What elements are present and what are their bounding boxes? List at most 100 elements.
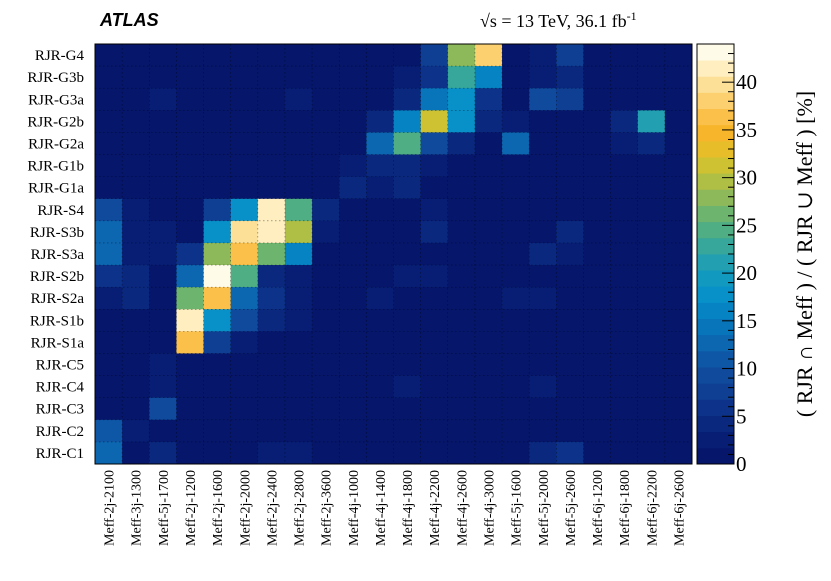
colorbar-tick-label: 35 — [736, 118, 757, 142]
colorbar-band — [697, 92, 734, 110]
heatmap-cell — [502, 66, 530, 89]
y-tick-label: RJR-G1b — [27, 159, 84, 175]
heatmap-cell — [366, 154, 394, 178]
heatmap-cell — [312, 331, 340, 354]
heatmap-cell — [366, 176, 394, 200]
heatmap-cell — [447, 66, 476, 89]
heatmap-cell — [149, 110, 177, 133]
heatmap-cell — [339, 353, 367, 376]
heatmap-cell — [230, 110, 259, 133]
heatmap-cell — [393, 287, 422, 310]
heatmap-cell — [474, 419, 503, 443]
y-tick-label: RJR-S4 — [37, 203, 84, 219]
colorbar-ticks: 0 5 10 15 20 25 30 35 40 — [722, 43, 757, 476]
colorbar-band — [697, 108, 734, 126]
heatmap-cell — [610, 265, 639, 288]
heatmap-cell — [664, 309, 693, 332]
heatmap-cell — [420, 397, 449, 421]
heatmap-cell — [393, 309, 422, 332]
heatmap-cell — [393, 331, 422, 354]
heatmap-cell — [366, 265, 394, 288]
heatmap-cell — [95, 375, 123, 399]
y-tick-label: RJR-G3b — [27, 70, 84, 86]
x-tick-label: Meff-4j-1000 — [347, 470, 362, 546]
heatmap-cell — [230, 309, 259, 332]
x-tick-label: Meff-5j-1700 — [157, 470, 172, 546]
heatmap-cell — [529, 397, 557, 421]
heatmap-cell — [95, 441, 123, 465]
heatmap-cell — [95, 176, 123, 200]
energy-luminosity-label: √s = 13 TeV, 36.1 fb-1 — [480, 9, 637, 31]
x-tick-label: Meff-5j-2000 — [537, 470, 552, 546]
heatmap-cell — [637, 265, 666, 288]
heatmap-cell — [447, 110, 476, 133]
heatmap-cell — [284, 397, 313, 421]
colorbar-band — [697, 124, 734, 142]
heatmap-cell — [312, 441, 340, 465]
heatmap-cell — [556, 220, 584, 244]
experiment-label: ATLAS — [99, 10, 159, 30]
heatmap-cell — [95, 220, 123, 244]
heatmap-cell — [257, 176, 286, 200]
heatmap-cell — [95, 397, 123, 421]
colorbar-tick-label: 20 — [736, 261, 757, 285]
heatmap-cell — [312, 242, 340, 266]
heatmap-cell — [230, 331, 259, 354]
heatmap-cell — [583, 353, 611, 376]
heatmap-cell — [529, 309, 557, 332]
heatmap-cell — [339, 132, 367, 155]
heatmap-cell — [529, 220, 557, 244]
heatmap-cell — [637, 419, 666, 443]
colorbar-band — [697, 318, 734, 336]
colorbar-band — [697, 367, 734, 384]
heatmap-cell — [257, 441, 286, 465]
heatmap-cell — [474, 441, 503, 465]
heatmap-cell — [664, 353, 693, 376]
y-tick-label: RJR-G2b — [27, 114, 84, 130]
colorbar-band — [697, 415, 734, 433]
heatmap-cell — [502, 198, 530, 222]
heatmap-cell — [556, 110, 584, 133]
heatmap-cell — [474, 220, 503, 244]
heatmap-cell — [447, 88, 476, 111]
heatmap-cell — [610, 441, 639, 465]
heatmap-cell — [312, 353, 340, 376]
heatmap-cell — [583, 331, 611, 354]
heatmap-cell — [284, 353, 313, 376]
heatmap-cell — [366, 88, 394, 111]
heatmap-cell — [339, 397, 367, 421]
heatmap-cell — [447, 419, 476, 443]
heatmap-cell — [474, 309, 503, 332]
colorbar-band — [697, 189, 734, 206]
heatmap-cell — [610, 287, 639, 310]
heatmap-cell — [149, 132, 177, 155]
heatmap-cell — [149, 331, 177, 354]
heatmap-cell — [257, 353, 286, 376]
colorbar-band — [697, 221, 734, 239]
heatmap-cell — [583, 110, 611, 133]
heatmap-cell — [284, 309, 313, 332]
heatmap-cell — [122, 375, 150, 399]
heatmap-cell — [474, 88, 503, 111]
y-tick-label: RJR-C4 — [36, 380, 85, 396]
heatmap-cell — [610, 198, 639, 222]
heatmap-cell — [664, 132, 693, 155]
heatmap-cell — [556, 309, 584, 332]
heatmap-cell — [447, 397, 476, 421]
heatmap-cell — [257, 66, 286, 89]
heatmap-cell — [420, 287, 449, 310]
heatmap-cell — [502, 331, 530, 354]
heatmap-cell — [339, 309, 367, 332]
heatmap-cell — [529, 110, 557, 133]
heatmap-cell — [312, 419, 340, 443]
heatmap-cell — [637, 198, 666, 222]
heatmap-cell — [474, 176, 503, 200]
heatmap-cell — [610, 242, 639, 266]
heatmap-cell — [339, 287, 367, 310]
y-tick-label: RJR-S3a — [31, 247, 85, 263]
heatmap-cell — [664, 441, 693, 465]
heatmap-cell — [420, 441, 449, 465]
heatmap-cell — [420, 353, 449, 376]
heatmap-cell — [529, 88, 557, 111]
heatmap-cells — [95, 44, 693, 465]
